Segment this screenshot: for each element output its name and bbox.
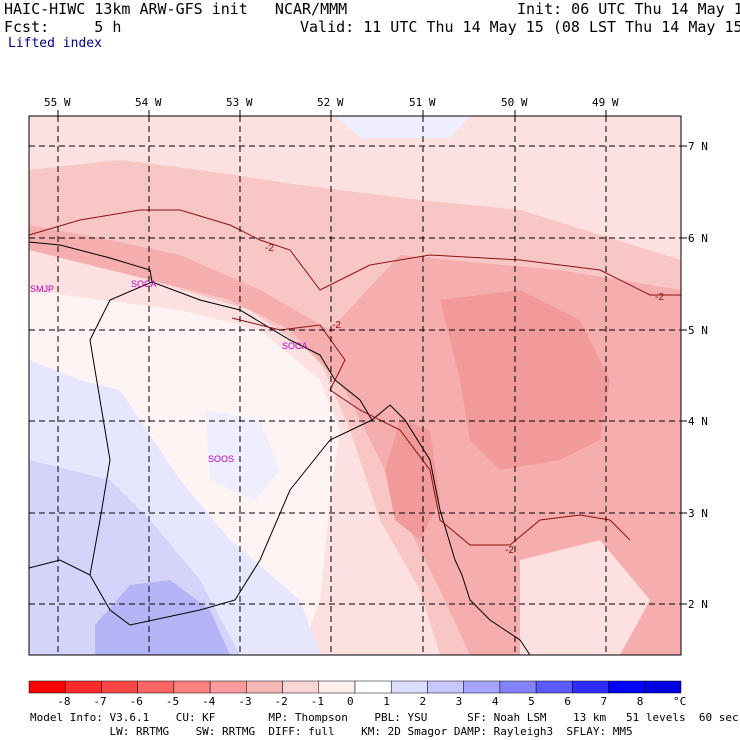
color-scale-swatch — [64, 680, 102, 694]
field-name: Lifted index — [8, 36, 102, 51]
init-time: Init: 06 UTC Thu 14 May 15 — [517, 0, 740, 18]
color-scale-swatch — [209, 680, 247, 694]
color-scale-swatch — [101, 680, 138, 694]
valid-time: Valid: 11 UTC Thu 14 May 15 (08 LST Thu … — [300, 18, 740, 36]
color-scale-swatch — [499, 680, 537, 694]
color-scale-tick-label: 7 — [600, 695, 608, 708]
lat-label: 3 N — [688, 507, 708, 520]
color-scale-tick-label: -8 — [57, 695, 71, 708]
model-info-line-1: Model Info: V3.6.1 CU: KF MP: Thompson P… — [30, 711, 739, 724]
forecast-hour: Fcst: 5 h — [4, 18, 122, 36]
lat-label: 7 N — [688, 140, 708, 153]
lon-label: 51 W — [409, 96, 436, 109]
color-scale-swatch — [572, 680, 609, 694]
lon-label: 50 W — [501, 96, 528, 109]
lat-lon-grid — [29, 116, 681, 655]
color-scale-tick-label: -3 — [238, 695, 252, 708]
color-scale-swatch — [318, 680, 356, 694]
color-scale-swatch — [173, 680, 211, 694]
color-scale-tick-label: -4 — [202, 695, 216, 708]
map-title: HAIC-HIWC 13km ARW-GFS init NCAR/MMM — [4, 0, 348, 18]
color-scale-swatch — [390, 680, 428, 694]
color-scale-swatch — [463, 680, 501, 694]
color-scale-swatch — [282, 680, 320, 694]
station-label: SMJP — [30, 284, 54, 294]
color-scale-swatch — [137, 680, 175, 694]
contour-label: -2 — [505, 545, 514, 556]
lat-label: 4 N — [688, 415, 708, 428]
color-scale-tick-label: 1 — [383, 695, 390, 708]
lon-label: 54 W — [135, 96, 162, 109]
lifted-index-field — [29, 116, 681, 655]
color-scale — [28, 680, 682, 694]
color-scale-swatch — [644, 680, 682, 694]
contour-label: -2 — [332, 320, 341, 331]
color-scale-tick-label: 2 — [419, 695, 427, 708]
lat-label: 6 N — [688, 232, 708, 245]
color-scale-tick-label: 3 — [455, 695, 463, 708]
color-scale-tick-label: 0 — [347, 695, 354, 708]
lat-label: 2 N — [688, 598, 708, 611]
map-frame — [28, 115, 682, 656]
color-scale-tick-label: 5 — [528, 695, 535, 708]
color-scale-tick-label: -5 — [165, 695, 180, 708]
color-scale-swatch — [535, 680, 573, 694]
color-scale-tick-label: 8 — [636, 695, 644, 708]
color-scale-tick-label: -6 — [129, 695, 143, 708]
contour-label: -2 — [655, 292, 664, 303]
color-scale-tick-label: -2 — [274, 695, 288, 708]
color-scale-unit: °C — [673, 695, 687, 708]
color-scale-swatch — [608, 680, 646, 694]
color-scale-swatch — [427, 680, 464, 694]
color-scale-tick-label: -1 — [310, 695, 325, 708]
contour-label: -2 — [265, 243, 274, 254]
station-label: SOOS — [208, 454, 234, 464]
color-scale-swatch — [354, 680, 392, 694]
color-scale-tick-label: -7 — [93, 695, 107, 708]
lat-label: 5 N — [688, 324, 708, 337]
lon-label: 52 W — [317, 96, 344, 109]
color-scale-tick-label: 6 — [564, 695, 571, 708]
color-scale-swatch — [28, 680, 66, 694]
station-label: SOCA — [131, 279, 157, 289]
lon-label: 49 W — [592, 96, 619, 109]
station-label: SOCA — [282, 341, 308, 351]
model-info-line-2: LW: RRTMG SW: RRTMG DIFF: full KM: 2D Sm… — [30, 725, 633, 738]
lon-label: 53 W — [226, 96, 253, 109]
color-scale-swatch — [246, 680, 283, 694]
lon-label: 55 W — [44, 96, 71, 109]
color-scale-tick-label: 4 — [491, 695, 499, 708]
